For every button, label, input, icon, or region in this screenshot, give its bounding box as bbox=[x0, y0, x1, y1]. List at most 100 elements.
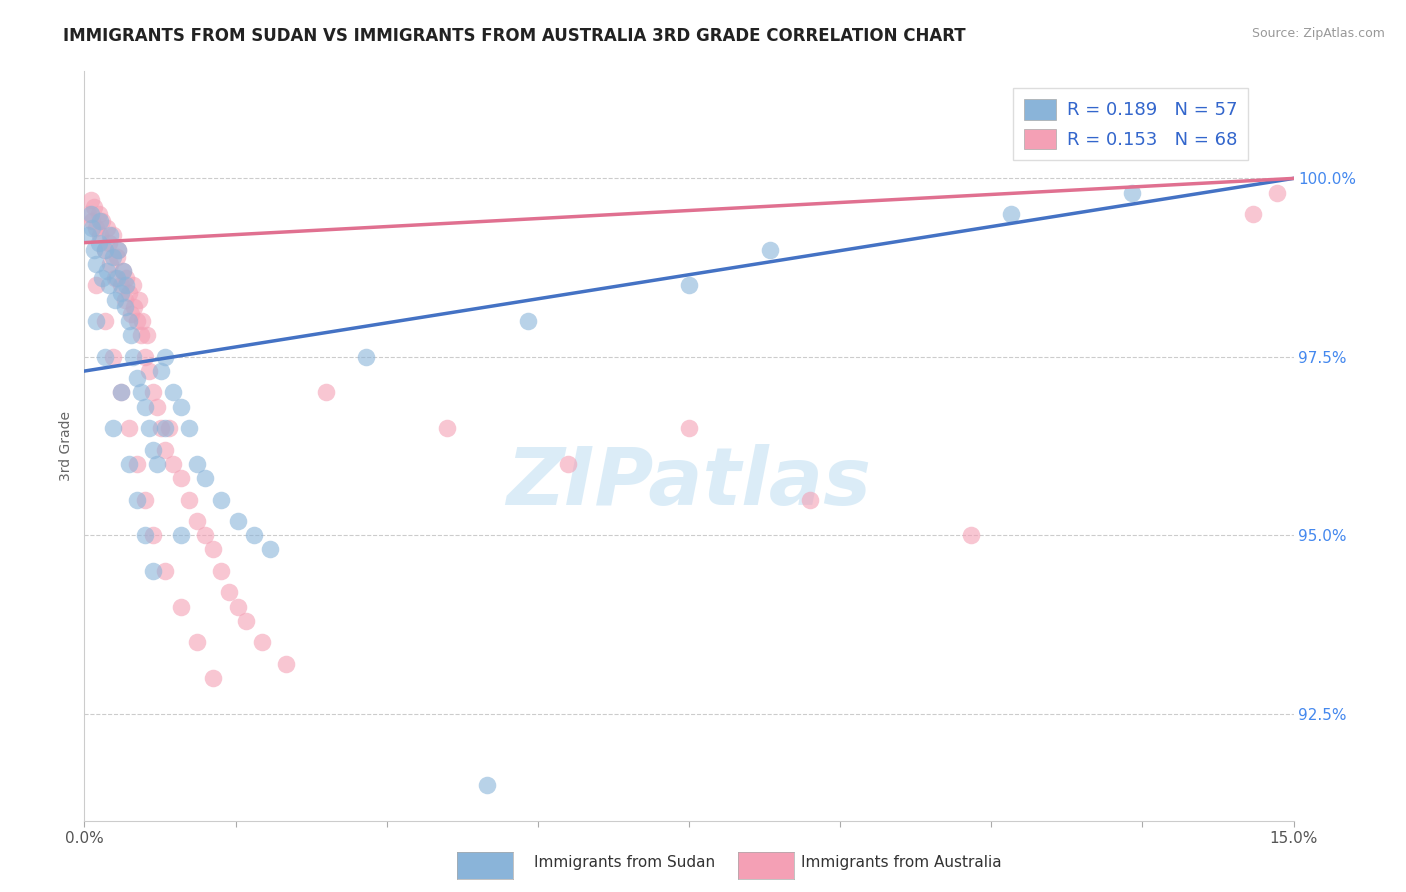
Point bbox=[142, 564, 165, 578]
Point bbox=[124, 300, 146, 314]
Point bbox=[87, 207, 110, 221]
Point bbox=[170, 400, 193, 414]
Point bbox=[153, 564, 176, 578]
Point bbox=[960, 528, 983, 542]
Point bbox=[218, 585, 240, 599]
Point bbox=[202, 542, 225, 557]
Point bbox=[125, 371, 148, 385]
Point bbox=[170, 528, 193, 542]
Point bbox=[101, 421, 124, 435]
Point bbox=[259, 542, 281, 557]
Point bbox=[89, 214, 111, 228]
Point bbox=[1241, 207, 1264, 221]
Point bbox=[118, 457, 141, 471]
Legend: R = 0.189   N = 57, R = 0.153   N = 68: R = 0.189 N = 57, R = 0.153 N = 68 bbox=[1012, 88, 1249, 161]
Point bbox=[125, 314, 148, 328]
Point bbox=[93, 314, 115, 328]
Point bbox=[153, 442, 176, 457]
Point bbox=[115, 271, 138, 285]
Point bbox=[138, 421, 160, 435]
Point bbox=[97, 235, 120, 250]
Point bbox=[142, 385, 165, 400]
Point bbox=[149, 421, 172, 435]
Point bbox=[105, 250, 128, 264]
Point bbox=[557, 457, 579, 471]
Point bbox=[209, 492, 232, 507]
Point bbox=[129, 385, 152, 400]
Point bbox=[114, 300, 136, 314]
Point bbox=[157, 421, 180, 435]
Point bbox=[101, 350, 124, 364]
Point bbox=[142, 528, 165, 542]
Point bbox=[93, 243, 115, 257]
Point bbox=[118, 421, 141, 435]
Point bbox=[678, 421, 700, 435]
Point bbox=[356, 350, 378, 364]
Point bbox=[120, 307, 142, 321]
Point bbox=[110, 278, 132, 293]
Point bbox=[516, 314, 538, 328]
Point bbox=[83, 243, 105, 257]
Text: ZIPatlas: ZIPatlas bbox=[506, 444, 872, 523]
Point bbox=[1267, 186, 1289, 200]
Point bbox=[91, 271, 114, 285]
Point bbox=[134, 350, 156, 364]
Point bbox=[96, 221, 118, 235]
Point bbox=[98, 257, 121, 271]
Point bbox=[1000, 207, 1022, 221]
Point bbox=[436, 421, 458, 435]
Point bbox=[142, 442, 165, 457]
Point bbox=[101, 228, 124, 243]
Point bbox=[110, 285, 132, 300]
Point bbox=[107, 243, 129, 257]
Point bbox=[186, 635, 208, 649]
Point bbox=[170, 471, 193, 485]
Point bbox=[134, 492, 156, 507]
Point bbox=[194, 528, 217, 542]
Point bbox=[250, 635, 273, 649]
Text: IMMIGRANTS FROM SUDAN VS IMMIGRANTS FROM AUSTRALIA 3RD GRADE CORRELATION CHART: IMMIGRANTS FROM SUDAN VS IMMIGRANTS FROM… bbox=[63, 27, 966, 45]
Point bbox=[226, 599, 249, 614]
Point bbox=[153, 350, 176, 364]
Text: Immigrants from Australia: Immigrants from Australia bbox=[801, 855, 1002, 870]
Point bbox=[179, 492, 201, 507]
Point bbox=[86, 221, 108, 235]
Point bbox=[89, 228, 111, 243]
Point bbox=[121, 350, 143, 364]
Point bbox=[110, 385, 132, 400]
Point bbox=[146, 400, 169, 414]
Point bbox=[82, 221, 104, 235]
Point bbox=[125, 492, 148, 507]
Point bbox=[86, 257, 108, 271]
Point bbox=[110, 385, 132, 400]
Point bbox=[202, 671, 225, 685]
Point bbox=[758, 243, 780, 257]
Text: Source: ZipAtlas.com: Source: ZipAtlas.com bbox=[1251, 27, 1385, 40]
Point bbox=[186, 457, 208, 471]
Point bbox=[87, 235, 110, 250]
Point bbox=[134, 400, 156, 414]
Point bbox=[274, 657, 297, 671]
Point bbox=[97, 278, 120, 293]
Point bbox=[104, 293, 127, 307]
Point bbox=[118, 285, 141, 300]
Point bbox=[118, 314, 141, 328]
Point bbox=[128, 293, 150, 307]
Point bbox=[77, 207, 100, 221]
Point bbox=[186, 514, 208, 528]
Point bbox=[136, 328, 159, 343]
Point bbox=[129, 328, 152, 343]
Point bbox=[77, 228, 100, 243]
Point bbox=[131, 314, 153, 328]
Point bbox=[226, 514, 249, 528]
Point bbox=[112, 264, 135, 278]
Point bbox=[179, 421, 201, 435]
Point bbox=[315, 385, 337, 400]
Point bbox=[104, 271, 127, 285]
Point bbox=[235, 614, 257, 628]
Point bbox=[170, 599, 193, 614]
Point bbox=[153, 421, 176, 435]
Point bbox=[93, 350, 115, 364]
Point bbox=[86, 278, 108, 293]
Point bbox=[134, 528, 156, 542]
